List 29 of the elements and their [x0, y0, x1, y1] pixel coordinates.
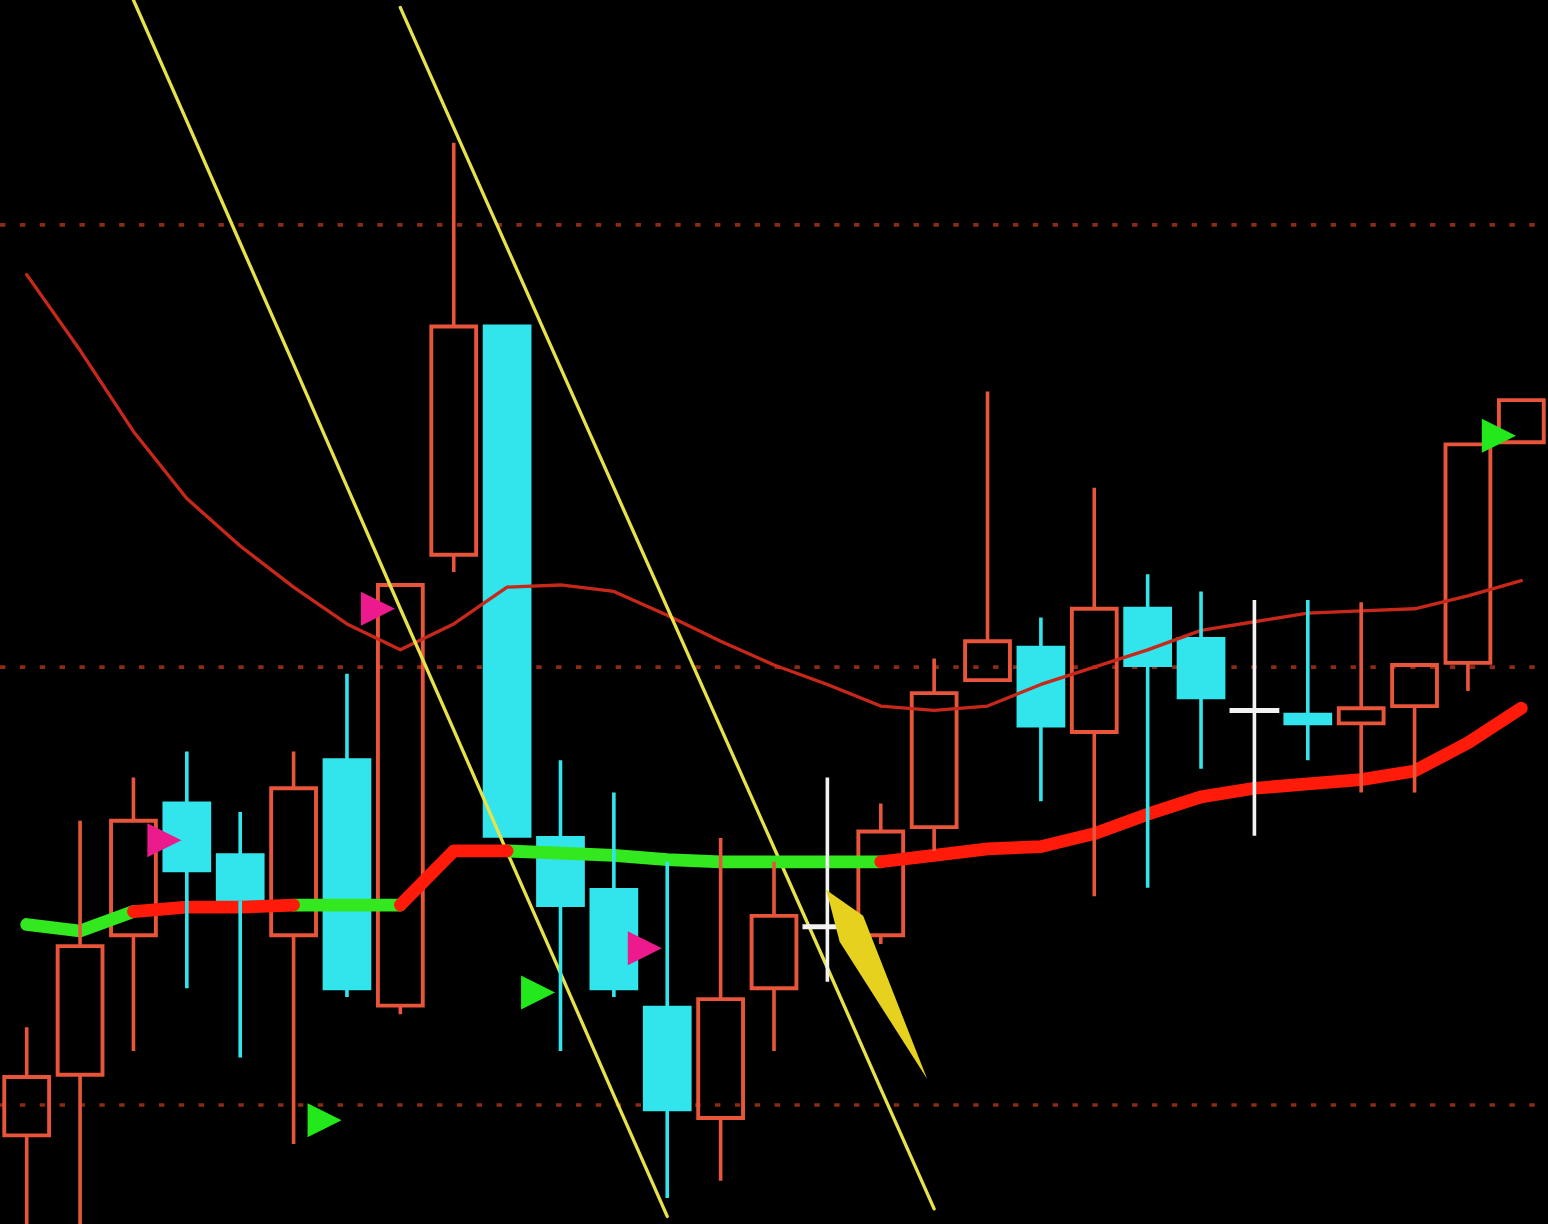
point: [1481, 418, 1516, 453]
candlestick: [162, 749, 212, 991]
candlestick: [1069, 485, 1119, 899]
candlestick: [642, 859, 692, 1200]
point: [521, 975, 556, 1010]
candlestick: [429, 140, 479, 574]
candlestick: [1336, 600, 1386, 795]
candlestick: [2, 1025, 52, 1224]
candlestick: [589, 790, 639, 999]
candlestick: [1283, 598, 1333, 762]
candlestick: [696, 836, 745, 1183]
candlestick: [109, 775, 158, 1053]
candlestick: [963, 389, 1012, 683]
point: [147, 823, 182, 858]
candlestick: [1016, 615, 1066, 804]
candlestick: [1390, 663, 1439, 795]
candlestick: [749, 859, 799, 1053]
candlestick: [1229, 598, 1280, 838]
candlestick: [1176, 589, 1226, 771]
candlestick: [909, 656, 959, 853]
candlestick: [1443, 442, 1493, 693]
point: [360, 591, 395, 626]
candlestick: [215, 810, 265, 1060]
candlestick: [322, 671, 372, 999]
candlestick: [55, 818, 105, 1224]
candlestick: [1123, 572, 1173, 890]
point: [307, 1103, 342, 1138]
point: [627, 931, 662, 966]
candlestick: [269, 749, 318, 1146]
